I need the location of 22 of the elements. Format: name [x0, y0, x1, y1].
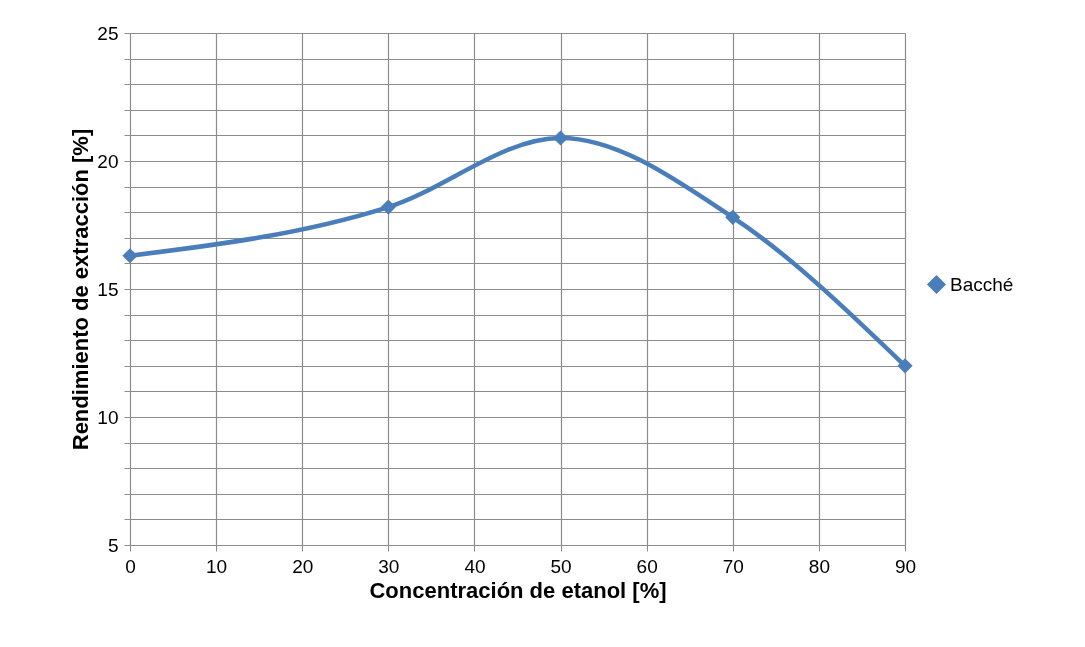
y-tick-label: 10	[97, 406, 119, 428]
x-tick-label: 90	[894, 555, 917, 577]
y-tick-label: 5	[107, 534, 119, 556]
x-tick-label: 60	[636, 555, 658, 577]
point	[122, 248, 138, 264]
point	[380, 199, 396, 215]
y-tick-label: 25	[97, 22, 119, 44]
x-tick-label: 20	[292, 555, 314, 577]
x-tick-label: 80	[808, 555, 830, 577]
y-tick-label: 15	[97, 278, 119, 300]
x-tick-label: 70	[722, 555, 744, 577]
legend-label: Bacché	[950, 273, 1014, 295]
point	[725, 209, 741, 225]
y-axis-title: Rendimiento de extracción [%]	[68, 128, 94, 451]
x-tick-label: 30	[378, 555, 400, 577]
x-tick-label: 0	[125, 555, 136, 577]
point	[897, 358, 913, 374]
x-tick-label: 40	[464, 555, 486, 577]
x-tick-label: 10	[206, 555, 228, 577]
x-tick-label: 50	[550, 555, 572, 577]
x-axis-title: Concentración de etanol [%]	[369, 577, 667, 603]
y-tick-label: 20	[97, 150, 119, 172]
